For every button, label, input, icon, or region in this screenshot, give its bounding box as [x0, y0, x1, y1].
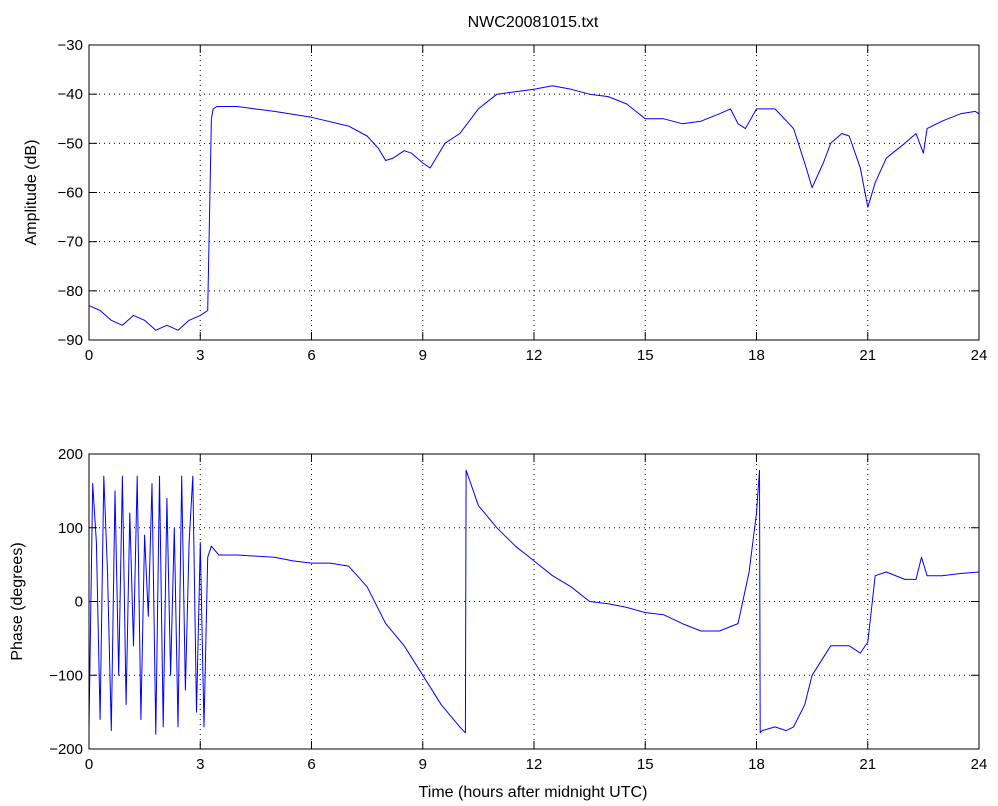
amplitude-x-tick-label: 12 — [526, 347, 543, 364]
phase-y-tick-label: 200 — [58, 446, 83, 463]
amplitude-x-tick-label: 15 — [637, 347, 654, 364]
phase-series-line — [88, 469, 980, 735]
amplitude-x-tick-label: 21 — [859, 347, 876, 364]
phase-x-tick-label: 9 — [419, 756, 427, 773]
phase-panel: 0 3 6 9 12 15 18 21 24 −200 −100 0 100 200 Phase (degr… — [9, 446, 987, 773]
amplitude-y-tick-label: −60 — [58, 185, 83, 202]
x-axis-label: Time (hours after midnight UTC) — [419, 784, 648, 801]
amplitude-x-tick-label: 24 — [971, 347, 988, 364]
phase-x-tick-label: 6 — [307, 756, 315, 773]
amplitude-y-tick-label: −50 — [58, 135, 83, 152]
amplitude-y-tick-label: −80 — [58, 283, 83, 300]
amplitude-x-tick-label: 9 — [419, 347, 427, 364]
chart-title: NWC20081015.txt — [468, 14, 599, 31]
phase-y-tick-label: −100 — [49, 667, 83, 684]
amplitude-y-tick-label: −30 — [58, 37, 83, 54]
amplitude-x-tick-label: 3 — [196, 347, 204, 364]
phase-x-tick-label: 3 — [196, 756, 204, 773]
amplitude-panel: 0 3 6 9 12 15 18 21 24 −90 −80 −70 −60 −50 −40 −30 Ampli… — [23, 37, 987, 364]
amplitude-x-tick-label: 18 — [748, 347, 765, 364]
phase-y-tick-label: 100 — [58, 520, 83, 537]
phase-y-axis-label: Phase (degrees) — [9, 542, 26, 660]
phase-x-tick-label: 18 — [748, 756, 765, 773]
amplitude-x-tick-label: 0 — [85, 347, 93, 364]
amplitude-y-axis-label: Amplitude (dB) — [23, 140, 40, 246]
amplitude-y-tick-label: −90 — [58, 332, 83, 349]
phase-x-tick-label: 15 — [637, 756, 654, 773]
phase-y-tick-label: 0 — [75, 594, 83, 611]
amplitude-y-tick-label: −40 — [58, 86, 83, 103]
phase-x-tick-label: 12 — [526, 756, 543, 773]
phase-x-tick-label: 24 — [971, 756, 988, 773]
phase-y-tick-label: −200 — [49, 741, 83, 758]
phase-x-tick-label: 0 — [85, 756, 93, 773]
amplitude-y-tick-label: −70 — [58, 234, 83, 251]
amplitude-x-tick-label: 6 — [307, 347, 315, 364]
phase-x-tick-label: 21 — [859, 756, 876, 773]
amplitude-series-line — [88, 85, 980, 331]
